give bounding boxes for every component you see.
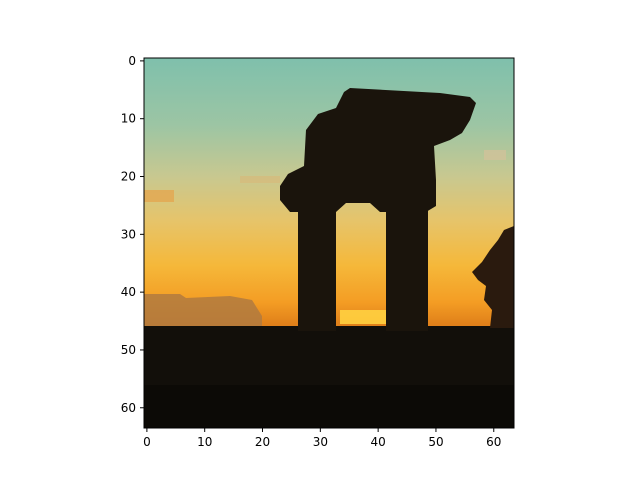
- y-tick-label: 50: [121, 343, 136, 357]
- ground-shade: [144, 385, 514, 428]
- x-tick-label: 60: [486, 435, 501, 449]
- x-tick-label: 50: [428, 435, 443, 449]
- arch-lintel: [280, 88, 476, 212]
- arch-column-right: [386, 206, 428, 331]
- y-tick-label: 60: [121, 401, 136, 415]
- x-tick-label: 40: [371, 435, 386, 449]
- image-plot: [144, 58, 514, 428]
- horizon-haze: [144, 294, 262, 330]
- y-tick-label: 30: [121, 227, 136, 241]
- cloud-right: [484, 150, 506, 160]
- y-tick-label: 40: [121, 285, 136, 299]
- x-tick-label: 30: [313, 435, 328, 449]
- x-tick-label: 0: [143, 435, 151, 449]
- horizon-glow: [340, 310, 390, 324]
- axes-frame: [143, 57, 515, 429]
- y-tick-label: 0: [128, 54, 136, 68]
- x-axis: 0 10 20 30 40 50 60: [143, 428, 501, 449]
- x-tick-label: 20: [255, 435, 270, 449]
- cloud-left: [144, 190, 174, 202]
- arch-column-left: [298, 206, 336, 331]
- y-tick-label: 20: [121, 170, 136, 184]
- y-axis: 0 10 20 30 40 50 60: [121, 54, 144, 415]
- cloud-mid: [240, 176, 280, 183]
- tree: [472, 226, 514, 328]
- x-tick-label: 10: [197, 435, 212, 449]
- y-tick-label: 10: [121, 112, 136, 126]
